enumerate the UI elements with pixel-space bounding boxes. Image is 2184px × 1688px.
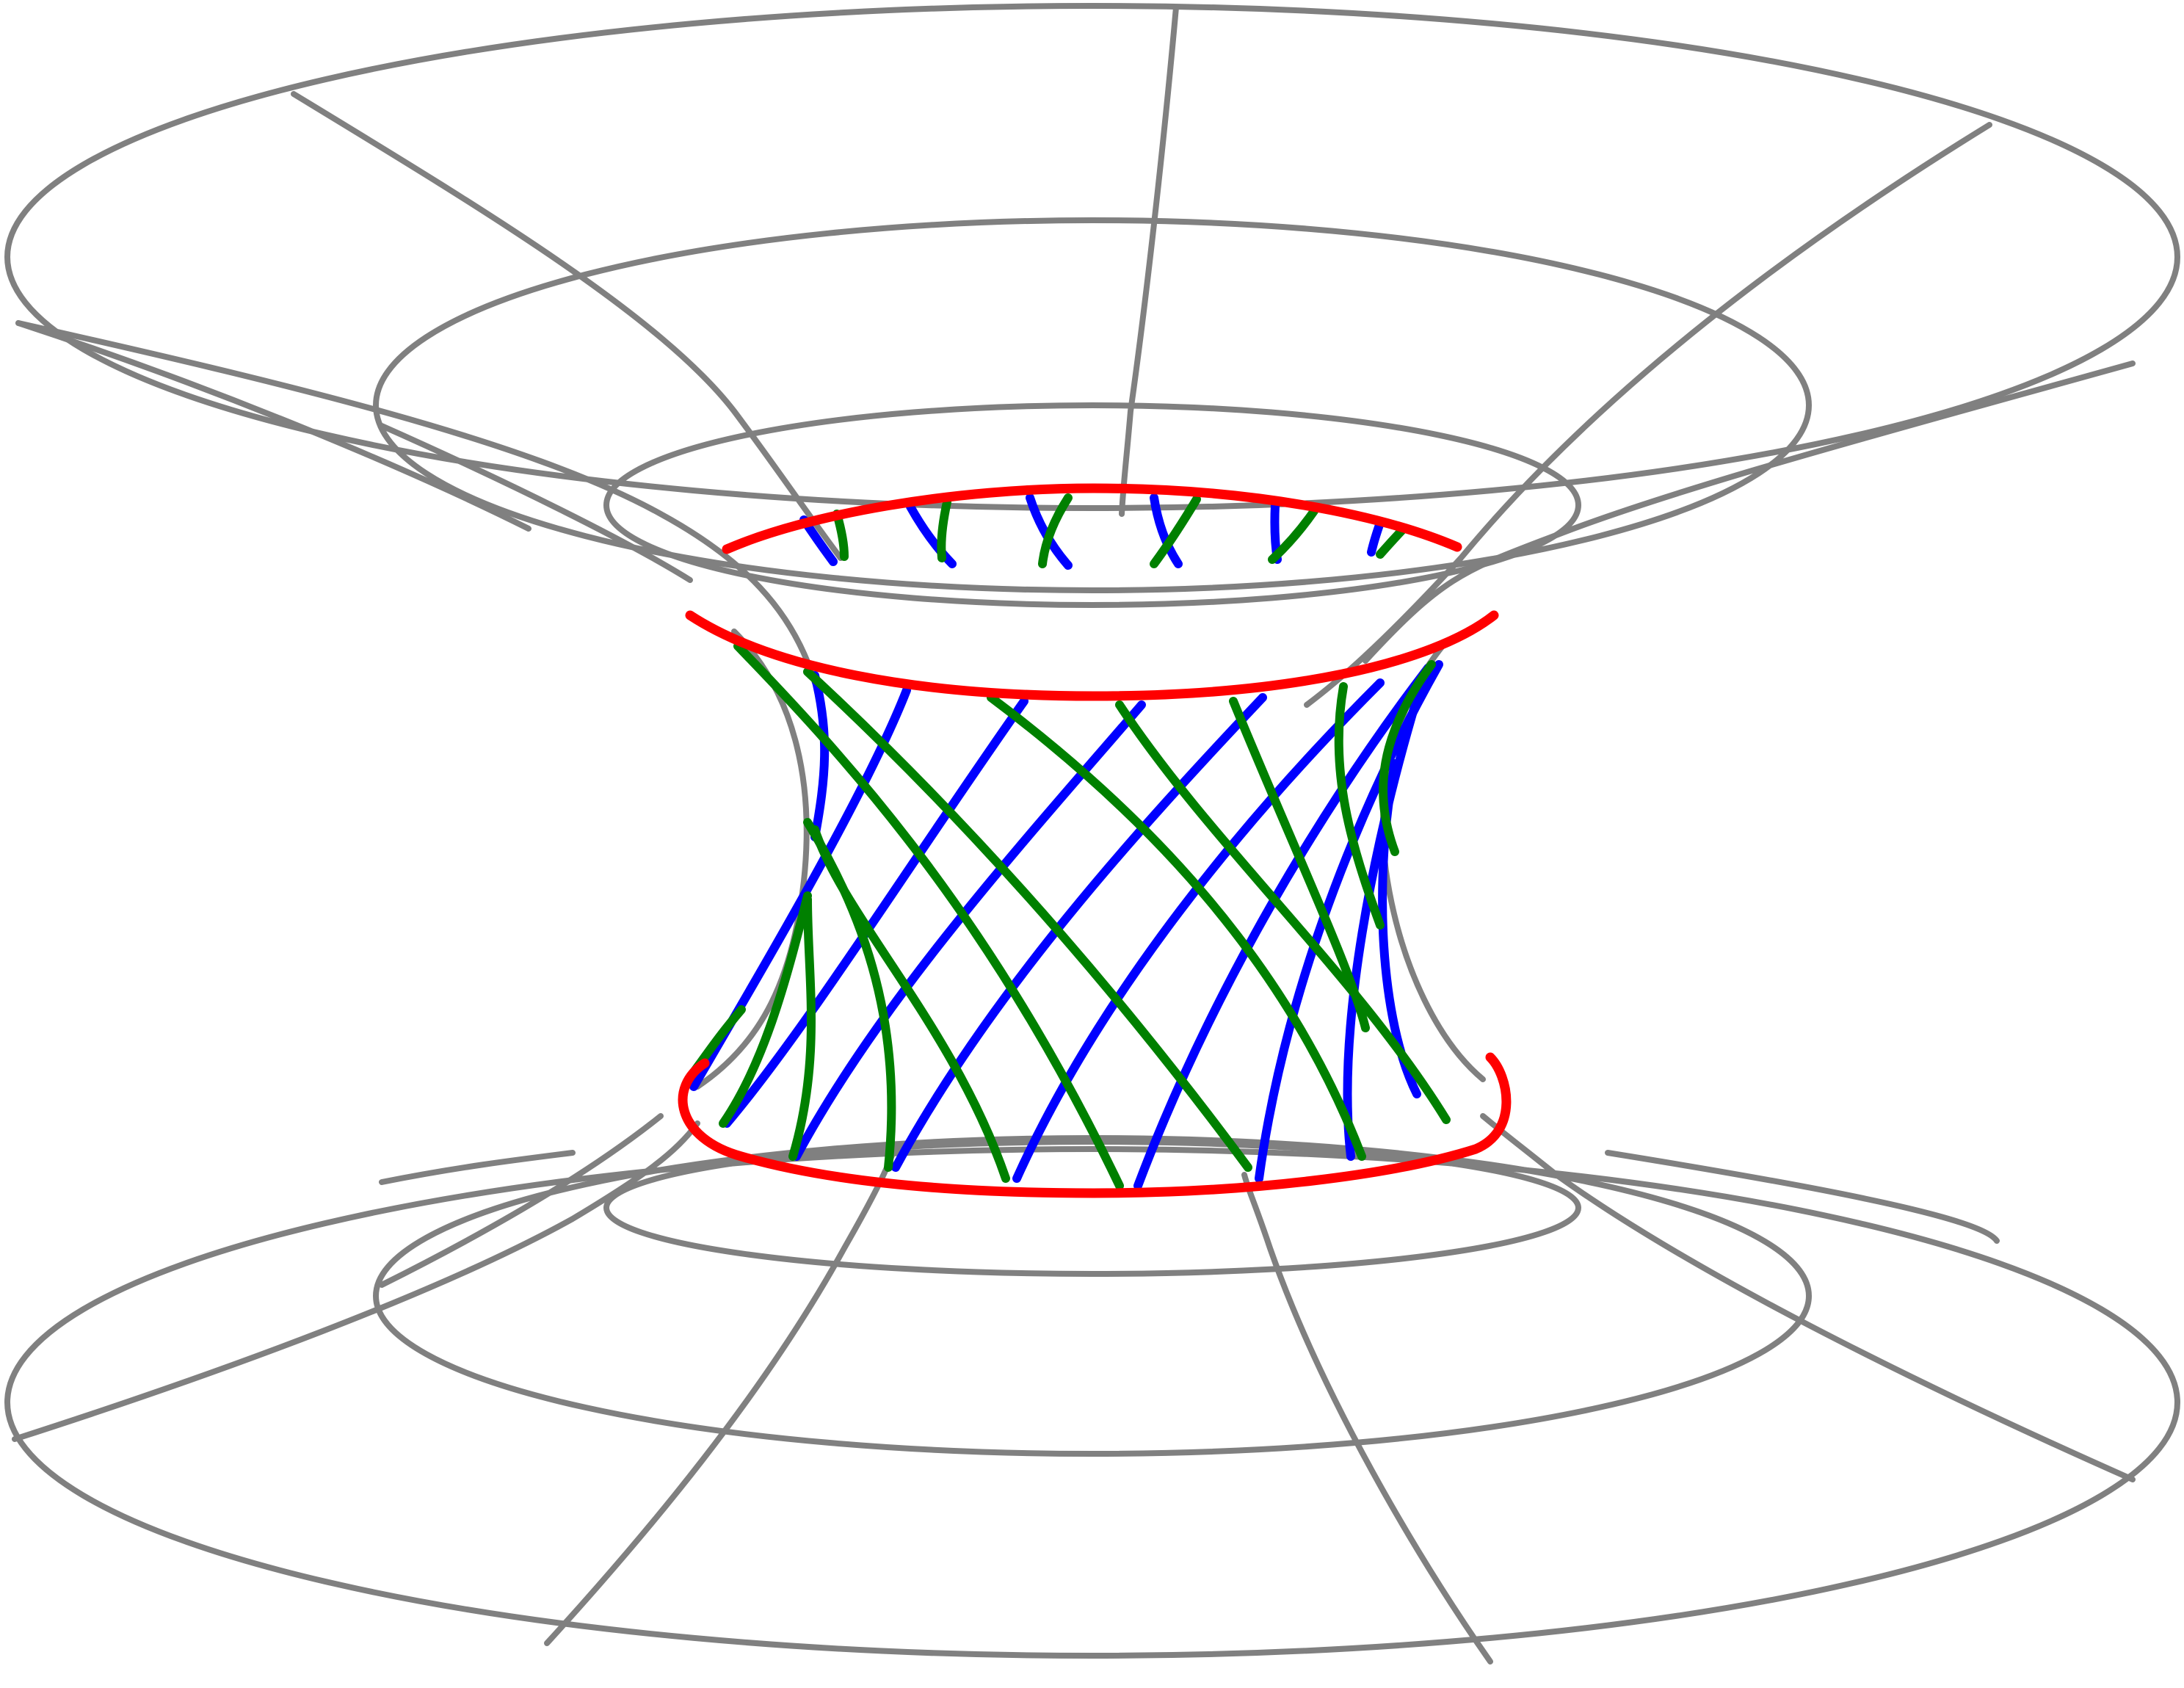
meridian-top-7 [379, 423, 693, 583]
meridian-top-5 [15, 320, 818, 686]
blue-line-top-4 [1150, 493, 1183, 568]
green-line-11 [719, 891, 812, 1128]
blue-line-5 [891, 693, 1267, 1172]
green-line-top-2 [937, 498, 951, 562]
top-ring-middle [373, 217, 1812, 593]
bottom-ring-outer [4, 1146, 2180, 1659]
meridian-bottom-3 [12, 1120, 700, 1442]
meridian-top-4 [1363, 361, 2136, 664]
outer-surface-wireframe [4, 3, 2180, 1665]
blue-line-7 [1133, 664, 1432, 1190]
bottom-ring-inner [603, 1139, 1581, 1277]
green-line-9 [810, 825, 1010, 1183]
green-line-6 [1334, 682, 1385, 930]
meridian-bottom-5 [379, 1113, 664, 1288]
green-line-top-6 [1376, 526, 1407, 559]
green-line-7 [1379, 660, 1436, 856]
green-line-5 [1229, 697, 1370, 1032]
meridian-bottom-4 [1480, 1113, 2136, 1482]
blue-line-9 [1343, 682, 1425, 1161]
blue-line-top-2 [906, 502, 957, 568]
meridian-top-3 [1304, 122, 1992, 708]
green-line-3 [987, 693, 1366, 1161]
green-line-2 [803, 667, 1252, 1172]
green-line-top-3 [1038, 493, 1073, 568]
meridian-top-2 [1119, 4, 1179, 517]
meridian-top-1 [291, 91, 844, 561]
throat-boundary-rings [678, 483, 1512, 1198]
meridian-bottom-2 [1241, 1172, 1493, 1665]
meridian-bottom-7 [379, 1150, 576, 1185]
red-arc-upper [685, 610, 1499, 701]
blue-line-1 [810, 671, 830, 841]
meridian-bottom-6 [1605, 1150, 2000, 1244]
blue-line-6 [1012, 678, 1385, 1183]
blue-line-4 [792, 700, 1146, 1161]
green-line-top-4 [1150, 495, 1201, 568]
top-ring-outer [4, 3, 2180, 511]
red-arc-top [722, 483, 1462, 554]
green-line-10 [788, 895, 816, 1161]
green-line-4 [1115, 700, 1451, 1124]
green-line-top-5 [1268, 507, 1318, 564]
green-line-1 [733, 642, 1124, 1190]
meridian-top-6 [15, 320, 532, 532]
helical-lines-family-b [689, 493, 1451, 1190]
top-ring-inner [603, 402, 1581, 608]
red-ring-lower [678, 1052, 1512, 1198]
